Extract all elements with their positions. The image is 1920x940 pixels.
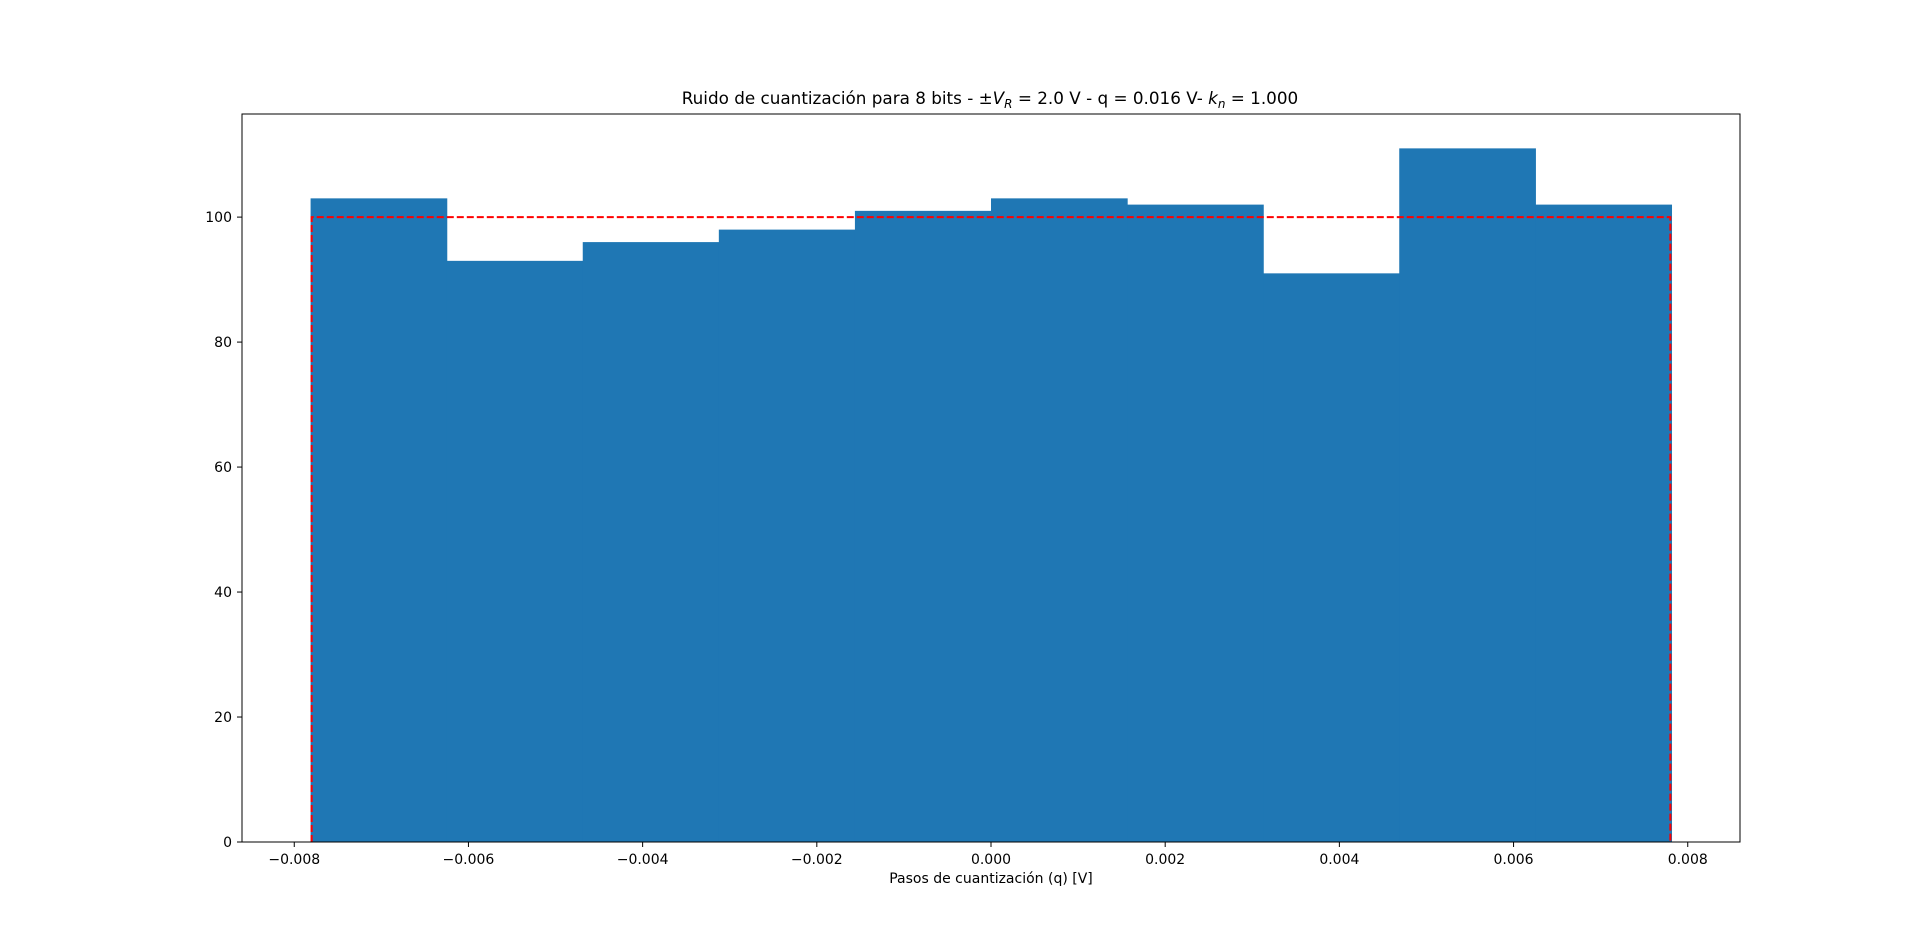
y-ticks-layer: 0 20 40 60 80 100: [205, 210, 242, 851]
title-vr-subscript: R: [1004, 97, 1012, 111]
uniform-reference-line: [310, 216, 1672, 842]
histogram-bar-6: [991, 198, 1128, 843]
x-tick-label-3: −0.004: [617, 852, 669, 868]
chart-title: Ruido de cuantización para 8 bits - ±VR …: [682, 88, 1298, 111]
x-tick-label-9: 0.008: [1668, 852, 1708, 868]
x-ticks-layer: −0.008 −0.006 −0.004 −0.002 0.000 0.002 0.004 0…: [268, 842, 1708, 868]
x-tick-label-5: 0.000: [971, 852, 1011, 868]
x-tick-label-6: 0.002: [1145, 852, 1185, 868]
title-text-before: Ruido de cuantización para 8 bits - ±: [682, 88, 993, 108]
title-kn-subscript: n: [1218, 97, 1226, 111]
y-tick-label-6: 100: [205, 210, 232, 226]
histogram-bar-4: [718, 229, 856, 843]
x-tick-label-8: 0.006: [1494, 852, 1534, 868]
title-kn-variable: k: [1208, 88, 1219, 108]
histogram-bar-1: [310, 198, 448, 843]
reference-layer: [310, 216, 1672, 842]
y-tick-label-1: 0: [223, 835, 232, 851]
title-text-middle: = 2.0 V - q = 0.016 V-: [1013, 88, 1209, 108]
y-tick-label-4: 60: [214, 460, 232, 476]
histogram-bar-9: [1399, 148, 1536, 842]
histogram-bar-3: [582, 242, 720, 843]
x-tick-label-7: 0.004: [1319, 852, 1359, 868]
histogram-bar-8: [1263, 273, 1400, 843]
histogram-bar-2: [446, 260, 584, 843]
histogram-bar-7: [1127, 204, 1264, 843]
title-vr-variable: V: [993, 88, 1006, 108]
x-tick-label-4: −0.002: [791, 852, 843, 868]
title-text-after: = 1.000: [1225, 88, 1298, 108]
x-tick-label-2: −0.006: [443, 852, 495, 868]
x-axis-label: Pasos de cuantización (q) [V]: [889, 871, 1093, 887]
histogram-bar-5: [854, 210, 992, 843]
y-tick-label-3: 40: [214, 585, 232, 601]
x-tick-label-1: −0.008: [268, 852, 320, 868]
bars-layer: [310, 148, 1673, 843]
histogram-bar-10: [1535, 204, 1673, 843]
y-tick-label-2: 20: [214, 710, 232, 726]
y-tick-label-5: 80: [214, 335, 232, 351]
